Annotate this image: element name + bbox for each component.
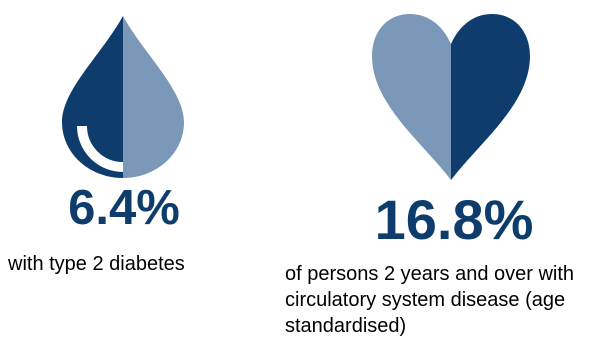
heart-right-half — [451, 14, 530, 180]
circulatory-caption: of persons 2 years and over with circula… — [285, 263, 575, 337]
drop-left-half — [62, 16, 123, 178]
heart-icon — [372, 14, 530, 180]
drop-highlight-arc — [77, 125, 124, 172]
circulatory-percentage: 16.8% — [374, 188, 534, 251]
drop-right-half — [123, 16, 184, 178]
heart-left-half — [372, 14, 451, 180]
water-drop-icon — [62, 16, 184, 178]
diabetes-caption: with type 2 diabetes — [8, 253, 185, 275]
diabetes-percentage: 6.4% — [68, 181, 180, 235]
